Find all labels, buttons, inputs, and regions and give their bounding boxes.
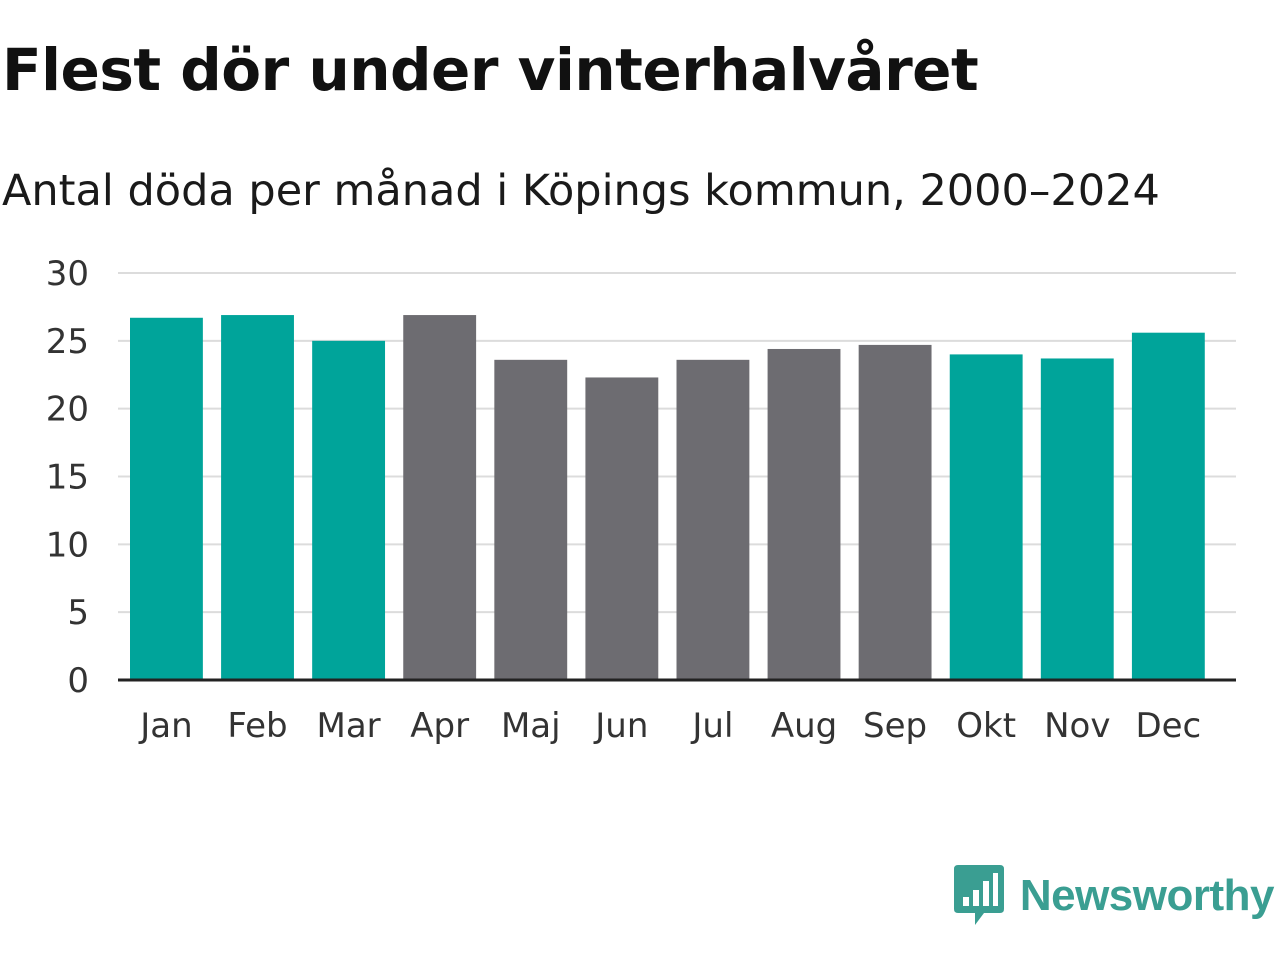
bar-apr [403,315,477,680]
chart-title: Flest dör under vinterhalvåret [2,36,979,104]
x-tick-label: Jun [593,706,648,746]
bar-nov [1040,358,1114,680]
chat-bubble-bar-chart-icon [953,865,1004,925]
y-tick-label: 30 [46,254,89,294]
x-tick-label: Okt [956,706,1016,746]
chart-subtitle: Antal döda per månad i Köpings kommun, 2… [2,166,1160,216]
bar-jul [676,359,750,680]
brand-logo: Newsworthy [953,864,1275,928]
bar-dec [1131,332,1205,680]
bar-mar [312,340,386,680]
x-tick-label: Dec [1135,706,1201,746]
y-tick-label: 10 [46,525,89,565]
y-tick-label: 25 [46,322,89,362]
bar-feb [221,315,294,680]
x-tick-label: Feb [227,706,287,746]
bar-aug [767,348,841,680]
x-tick-label: Jan [138,706,192,746]
bar-maj [494,359,568,680]
y-tick-label: 5 [67,593,89,633]
x-tick-label: Jul [690,706,733,746]
x-tick-label: Aug [771,706,837,746]
x-tick-label: Sep [863,706,927,746]
y-tick-label: 20 [46,390,89,430]
bar-chart: 0 5 10 15 20 25 30 Jan Feb Mar Apr Maj Jun Jul Aug Sep O… [46,254,1236,746]
x-tick-label: Nov [1044,706,1110,746]
x-tick-label: Maj [501,706,561,746]
bars [130,315,1205,680]
y-tick-label: 0 [67,661,89,701]
bar-jun [585,377,659,680]
x-tick-label: Mar [317,706,381,746]
y-tick-label: 15 [46,458,89,498]
bar-jan [130,317,203,680]
brand-name: Newsworthy [1019,871,1275,920]
bar-sep [858,344,932,680]
axes: 0 5 10 15 20 25 30 Jan Feb Mar Apr Maj Jun Jul Aug Sep O… [46,254,1236,746]
bar-okt [949,354,1023,680]
x-tick-label: Apr [410,706,469,746]
